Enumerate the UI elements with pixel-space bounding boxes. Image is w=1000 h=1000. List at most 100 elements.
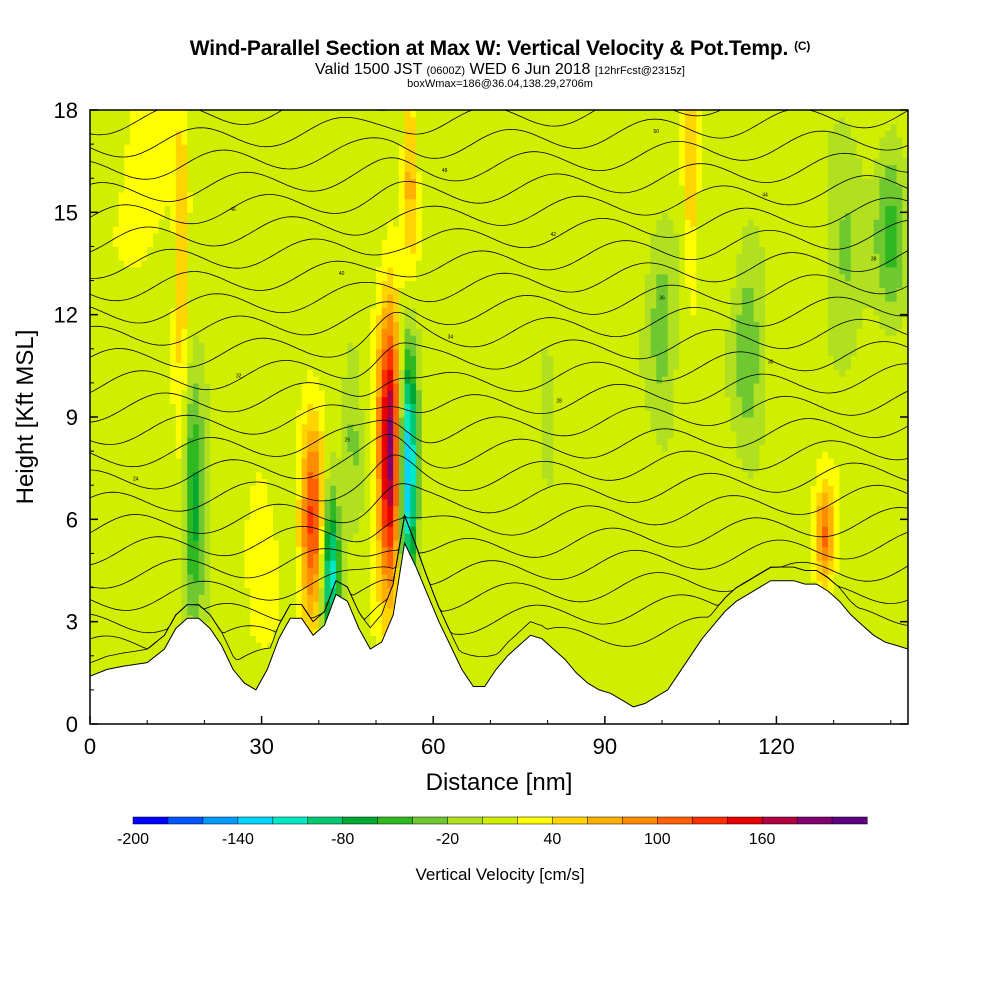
velocity-cell [381,164,389,172]
velocity-cell [364,348,371,357]
velocity-cell [221,253,228,261]
velocity-cell [347,464,354,473]
velocity-cell [101,471,108,479]
velocity-cell [215,348,223,357]
velocity-cell [398,376,406,384]
velocity-cell [181,369,188,377]
velocity-cell [341,232,349,241]
velocity-cell [90,382,97,391]
velocity-cell [215,137,223,145]
velocity-cell [192,587,200,595]
velocity-cell [181,328,188,336]
velocity-cell [364,253,371,261]
velocity-cell [130,239,137,248]
velocity-cell [301,403,308,411]
velocity-cell [290,580,297,589]
velocity-cell [244,464,251,473]
velocity-cell [164,205,171,213]
velocity-cell [393,485,400,493]
velocity-cell [290,191,297,200]
velocity-cell [250,567,257,575]
velocity-cell [295,348,303,357]
velocity-cell [267,362,274,370]
velocity-cell [284,580,291,589]
velocity-cell [307,546,314,555]
velocity-cell [267,492,274,500]
velocity-cell [112,655,120,664]
velocity-cell [261,546,268,555]
velocity-cell [170,437,177,445]
velocity-cell [290,437,297,445]
velocity-cell [90,205,97,213]
velocity-cell [175,348,183,357]
velocity-cell [175,471,183,479]
velocity-cell [370,321,377,329]
velocity-cell [118,376,125,384]
velocity-cell [147,273,154,282]
velocity-cell [175,389,183,398]
velocity-cell [318,116,326,125]
velocity-cell [335,123,343,132]
velocity-cell [147,253,154,261]
velocity-cell [130,341,137,350]
velocity-cell [238,492,246,500]
velocity-cell [118,116,125,125]
velocity-cell [398,369,406,377]
velocity-cell [273,171,280,179]
velocity-cell [164,526,171,534]
velocity-cell [175,396,183,404]
velocity-cell [170,539,177,548]
velocity-cell [118,198,125,207]
velocity-cell [112,662,120,671]
velocity-cell [290,451,297,459]
velocity-cell [273,532,280,541]
velocity-cell [290,219,297,227]
velocity-cell [358,355,366,364]
velocity-cell [198,205,206,213]
velocity-cell [95,341,103,350]
velocity-cell [370,485,377,493]
velocity-cell [376,362,383,370]
velocity-cell [250,369,257,377]
velocity-cell [112,437,120,445]
velocity-cell [210,307,217,316]
velocity-cell [221,287,228,295]
velocity-cell [233,464,240,473]
velocity-cell [124,280,131,288]
velocity-cell [267,635,274,643]
velocity-cell [175,205,183,213]
velocity-cell [255,314,263,323]
velocity-cell [307,601,314,609]
velocity-cell [175,253,183,261]
velocity-cell [307,157,314,166]
velocity-cell [284,389,291,398]
velocity-cell [381,417,389,425]
velocity-cell [158,362,165,370]
velocity-cell [324,273,331,282]
velocity-cell [112,219,120,227]
velocity-cell [307,423,314,432]
velocity-cell [290,430,297,439]
velocity-cell [278,492,286,500]
velocity-cell [112,130,120,138]
velocity-cell [152,396,160,404]
velocity-cell [101,580,108,589]
velocity-cell [147,150,154,159]
velocity-cell [95,498,103,507]
velocity-cell [301,130,308,138]
velocity-cell [112,635,120,643]
velocity-cell [141,410,148,418]
velocity-cell [381,321,389,329]
velocity-cell [152,219,160,227]
velocity-cell [364,464,371,473]
velocity-cell [267,410,274,418]
velocity-cell [330,205,337,213]
velocity-cell [210,314,217,323]
velocity-cell [170,335,177,343]
velocity-cell [112,341,120,350]
velocity-cell [221,307,228,316]
velocity-cell [170,573,177,582]
velocity-cell [198,369,206,377]
velocity-cell [370,608,377,616]
velocity-cell [107,280,114,288]
